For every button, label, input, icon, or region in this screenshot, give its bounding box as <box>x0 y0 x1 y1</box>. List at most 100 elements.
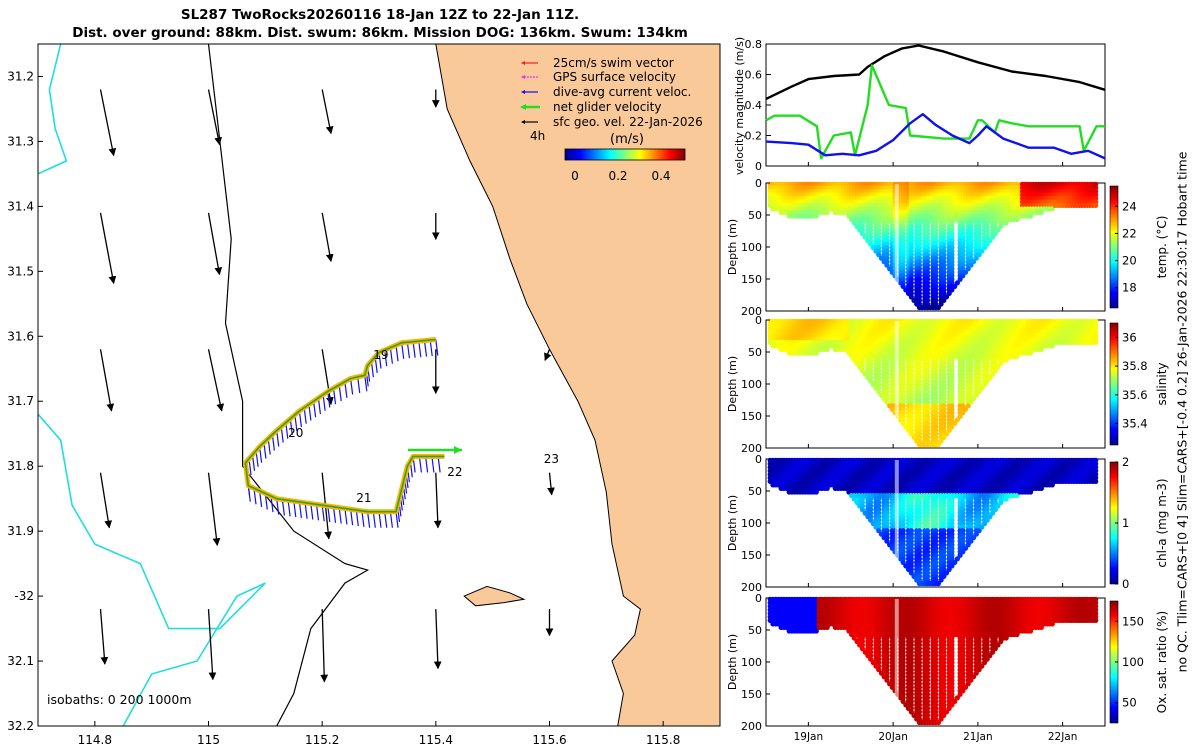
scatter-point <box>924 227 931 233</box>
map-y-tick-label: 31.5 <box>7 264 34 278</box>
day-label: 22 <box>447 465 462 479</box>
section-variable-label: temp. (°C) <box>1155 216 1169 279</box>
section-ylabel: Depth (m) <box>726 219 739 275</box>
day-label: 20 <box>288 426 303 440</box>
section-ylabel: Depth (m) <box>726 356 739 412</box>
map-y-tick-label: 32.2 <box>7 719 34 733</box>
scatter-point <box>884 227 890 233</box>
legend-net-label: net glider velocity <box>553 100 661 114</box>
section-y-tick-label: 0 <box>755 177 762 190</box>
isobath-label: isobaths: 0 200 1000m <box>47 692 192 707</box>
scatter-point <box>876 245 882 251</box>
current-vector-tick <box>344 508 348 525</box>
velocity-y-tick-label: 0.2 <box>745 130 763 143</box>
map-x-tick-label: 115.4 <box>419 733 453 747</box>
velocity-panel: 00.20.40.60.8 velocity magnitude (m/s) <box>733 37 1106 175</box>
scatter-point <box>916 280 923 286</box>
geo-velocity-arrow <box>433 609 442 670</box>
legend-net-head <box>520 104 526 110</box>
current-vector-tick <box>332 506 337 523</box>
legend-swim-head <box>521 61 525 65</box>
scatter-point <box>916 245 923 251</box>
colorbar-tick-label: 35.4 <box>1122 416 1148 430</box>
scatter-point <box>876 227 882 233</box>
scatter-point <box>924 245 931 251</box>
section-y-tick-label: 100 <box>741 378 762 391</box>
current-vector-tick <box>350 509 354 526</box>
geo-velocity-arrow <box>99 212 117 285</box>
current-vector-tick <box>401 342 405 359</box>
current-vector-tick <box>423 340 428 357</box>
current-vector-tick <box>384 350 388 367</box>
velocity-y-tick-label: 0.8 <box>745 38 763 51</box>
scatter-point <box>900 262 906 268</box>
current-vector-tick <box>367 511 371 528</box>
current-vector-tick <box>435 339 439 356</box>
colorbar-tick-label: 18 <box>1122 281 1137 295</box>
scatter-point <box>859 227 866 233</box>
current-vector-tick <box>418 341 422 358</box>
scatter-point <box>916 262 923 268</box>
map-y-tick-label: 31.6 <box>7 329 34 343</box>
geo-velocity-arrow <box>544 349 552 362</box>
day-label: 19 <box>373 348 388 362</box>
geo-velocity-arrow <box>321 89 334 135</box>
scatter-point <box>900 280 906 286</box>
legend-swim-label: 25cm/s swim vector <box>553 56 674 70</box>
map-y-axis: 31.231.331.431.531.631.731.831.9-3232.13… <box>7 69 43 733</box>
current-vector-tick <box>338 507 342 524</box>
scatter-point <box>813 213 819 219</box>
map-y-tick-label: 31.9 <box>7 524 34 538</box>
colorbar-tick-label: 35.6 <box>1122 388 1148 402</box>
section-y-tick-label: 100 <box>741 241 762 254</box>
scatter-point <box>916 227 923 233</box>
current-vector-tick <box>315 504 320 521</box>
colorbar-tick-label: 22 <box>1122 226 1137 240</box>
glider-track <box>244 338 445 513</box>
velocity-y-tick-label: 0 <box>755 160 762 173</box>
section-y-tick-label: 50 <box>748 346 762 359</box>
geo-velocity-arrow <box>207 89 222 146</box>
current-vector-tick <box>327 505 331 523</box>
section-variable-label: salinity <box>1155 362 1169 405</box>
current-vector-tick <box>298 501 302 518</box>
legend-geo-label: sfc geo. vel. 22-Jan-2026 <box>553 115 703 129</box>
colorbar-tick-label: 24 <box>1122 199 1137 213</box>
current-vector-tick <box>293 501 297 518</box>
current-vector-tick <box>364 375 368 392</box>
current-vector-tick <box>406 342 410 359</box>
map-y-tick-label: 31.7 <box>7 394 34 408</box>
current-vector-tick <box>395 511 399 528</box>
isobath-1000m-north <box>38 44 68 175</box>
map-frame <box>37 43 721 727</box>
geo-velocity-arrow <box>433 472 442 529</box>
section-colorbar <box>1109 185 1119 309</box>
velocity-ylabel: velocity magnitude (m/s) <box>733 37 746 175</box>
isobath-200m <box>207 44 370 726</box>
current-vector-tick <box>418 456 422 473</box>
current-vector-tick <box>384 511 388 528</box>
geo-velocity-arrow <box>207 609 217 681</box>
current-vector-tick <box>281 499 285 516</box>
current-vector-tick <box>276 498 280 515</box>
scatter-point <box>824 209 830 215</box>
map-x-tick-label: 115.6 <box>532 733 566 747</box>
scatter-point <box>851 220 857 226</box>
geo-velocity-arrow <box>99 472 113 529</box>
scatter-point <box>884 262 890 268</box>
velocity-y-tick-label: 0.4 <box>745 99 763 112</box>
map-x-tick-label: 115.2 <box>305 733 339 747</box>
current-vector-tick <box>437 456 441 473</box>
colorbar-tick-2: 0.4 <box>651 169 670 183</box>
map-x-tick-label: 115.8 <box>646 733 680 747</box>
section-gap <box>894 321 899 447</box>
map-y-tick-label: 31.2 <box>7 69 34 83</box>
geo-velocity-arrow <box>321 349 334 406</box>
geo-velocity-arrow <box>99 609 109 665</box>
map-x-tick-label: 114.8 <box>78 733 112 747</box>
current-vector-tick <box>378 511 382 528</box>
scatter-point <box>859 231 866 237</box>
